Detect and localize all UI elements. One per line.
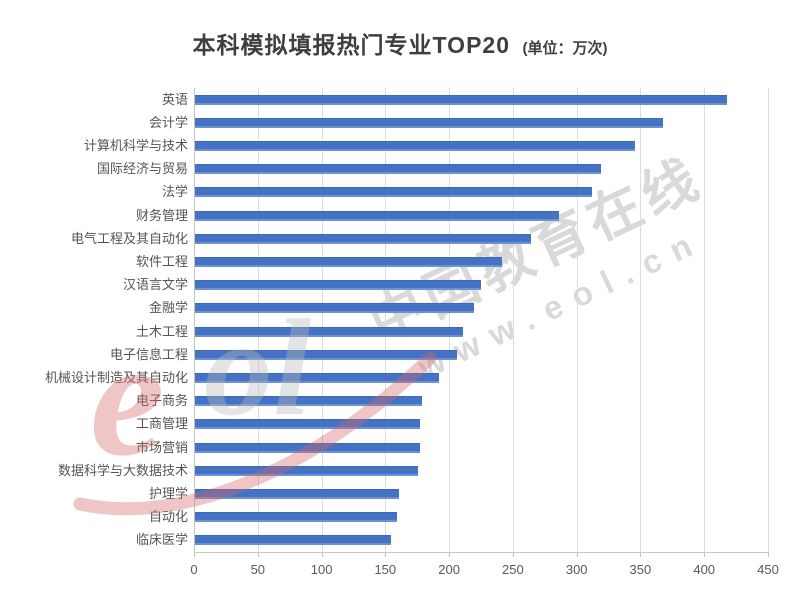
x-axis-tick-label: 200 bbox=[438, 562, 460, 577]
x-axis-tick-label: 0 bbox=[190, 562, 198, 577]
bar bbox=[195, 326, 463, 337]
x-axis-tickmark bbox=[512, 552, 514, 557]
category-label: 英语 bbox=[161, 91, 188, 107]
bar bbox=[195, 396, 422, 407]
category-label: 护理学 bbox=[148, 486, 188, 501]
category-label: 临床医学 bbox=[135, 532, 188, 548]
category-label: 法学 bbox=[161, 184, 188, 200]
bar bbox=[195, 349, 457, 360]
x-axis-tick-label: 100 bbox=[310, 562, 333, 577]
bar bbox=[195, 373, 439, 383]
category-label: 电子商务 bbox=[135, 393, 188, 409]
x-gridline bbox=[385, 88, 387, 552]
x-axis-tickmark bbox=[321, 552, 323, 557]
x-gridline bbox=[704, 88, 706, 552]
category-label: 金融学 bbox=[148, 300, 188, 316]
bar bbox=[195, 233, 531, 244]
x-axis-tickmark bbox=[449, 552, 451, 557]
x-axis-tick-label: 150 bbox=[374, 562, 397, 577]
bar bbox=[195, 257, 503, 267]
chart-title: 本科模拟填报热门专业TOP20 bbox=[192, 32, 510, 58]
x-axis-tick-label: 350 bbox=[629, 562, 652, 577]
y-axis-line bbox=[194, 88, 195, 552]
x-gridline bbox=[449, 88, 451, 552]
x-gridline bbox=[257, 88, 259, 552]
x-axis-tick-label: 450 bbox=[757, 562, 779, 577]
chart-unit-label: (单位：万次) bbox=[522, 40, 608, 57]
category-label: 数据科学与大数据技术 bbox=[57, 462, 188, 478]
bar bbox=[195, 419, 420, 430]
category-label: 市场营销 bbox=[135, 439, 188, 455]
bar bbox=[195, 141, 636, 151]
x-axis-tick-label: 300 bbox=[565, 562, 588, 577]
category-label: 会计学 bbox=[148, 114, 188, 130]
x-axis-tickmark bbox=[576, 552, 578, 557]
category-label: 财务管理 bbox=[135, 207, 188, 223]
x-gridline bbox=[321, 88, 323, 552]
category-label: 汉语言文学 bbox=[122, 277, 188, 293]
x-axis-tick-label: 250 bbox=[502, 562, 524, 577]
x-axis-tickmark bbox=[640, 552, 642, 557]
x-axis-line bbox=[194, 552, 769, 553]
category-label: 工商管理 bbox=[135, 416, 188, 432]
x-axis-tick-label: 400 bbox=[693, 562, 716, 577]
category-label: 软件工程 bbox=[135, 254, 188, 269]
x-axis-tick-label: 50 bbox=[250, 562, 266, 577]
bar bbox=[195, 187, 592, 198]
x-axis-tickmark bbox=[704, 552, 706, 557]
x-gridline bbox=[768, 88, 769, 552]
category-label: 计算机科学与技术 bbox=[83, 138, 188, 153]
chart-header: 本科模拟填报热门专业TOP20 (单位：万次) bbox=[0, 26, 800, 60]
category-label: 国际经济与贸易 bbox=[96, 161, 188, 177]
bar bbox=[195, 465, 419, 476]
bar bbox=[195, 535, 392, 546]
x-axis-tickmark bbox=[385, 552, 387, 557]
bar bbox=[195, 512, 397, 523]
bar bbox=[195, 280, 481, 291]
bar bbox=[195, 117, 664, 128]
x-gridline bbox=[576, 88, 578, 552]
bar bbox=[195, 442, 420, 453]
bar bbox=[195, 303, 475, 314]
bar bbox=[195, 210, 559, 221]
category-label: 电气工程及其自动化 bbox=[70, 230, 188, 246]
x-axis-tickmark bbox=[257, 552, 259, 557]
x-axis-tickmark bbox=[194, 552, 195, 557]
category-label: 自动化 bbox=[148, 509, 188, 525]
bar bbox=[195, 94, 727, 105]
x-gridline bbox=[640, 88, 642, 552]
bar bbox=[195, 164, 601, 175]
bar bbox=[195, 489, 400, 499]
x-gridline bbox=[512, 88, 514, 552]
category-label: 电子信息工程 bbox=[109, 346, 188, 362]
x-axis-tickmark bbox=[768, 552, 769, 557]
category-label: 土木工程 bbox=[135, 323, 188, 339]
category-label: 机械设计制造及其自动化 bbox=[44, 370, 188, 385]
